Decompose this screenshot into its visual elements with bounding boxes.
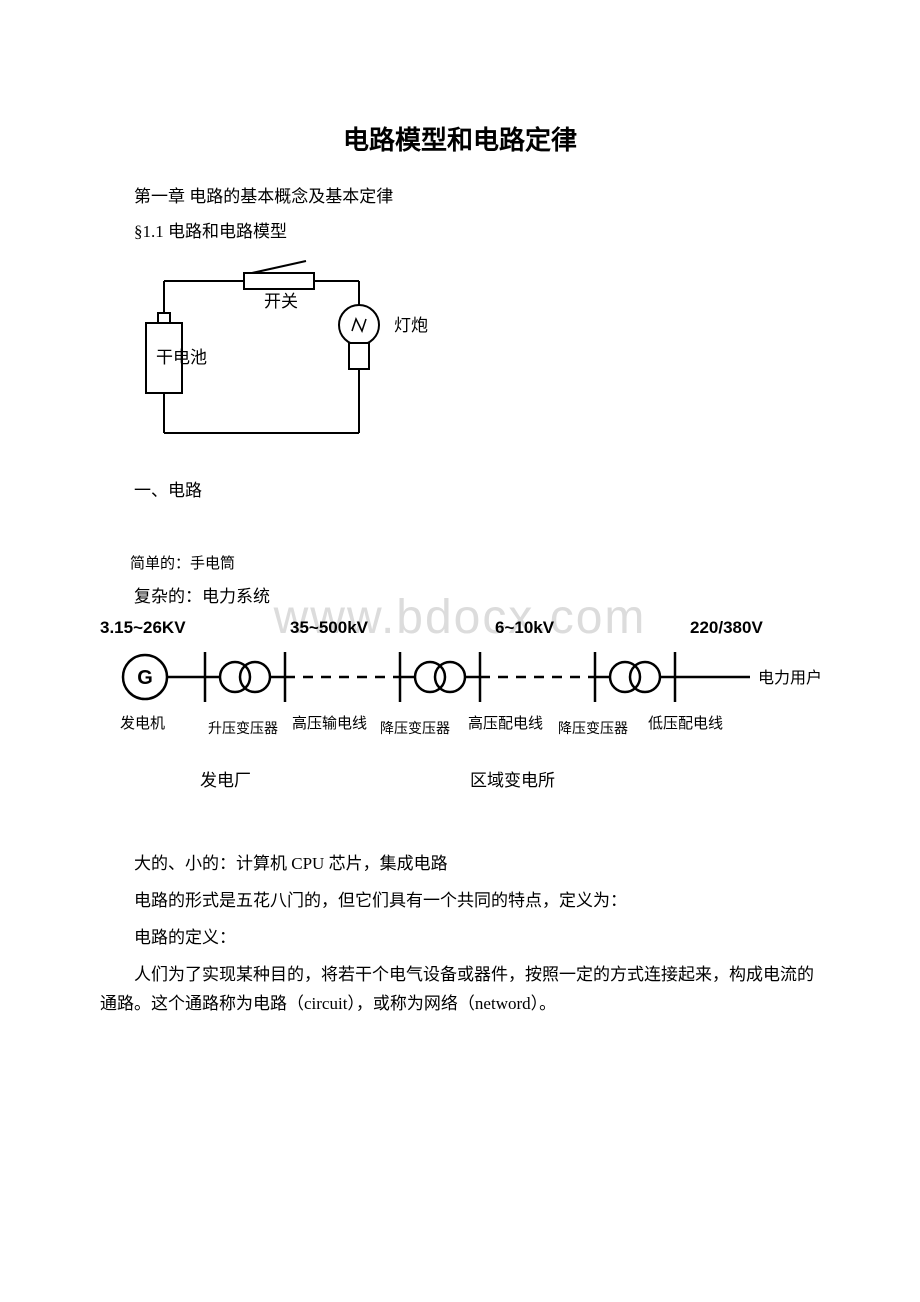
document-title: 电路模型和电路定律: [100, 120, 820, 157]
complex-line: 复杂的：电力系统: [100, 583, 820, 612]
page: 电路模型和电路定律 第一章 电路的基本概念及基本定律 §1.1 电路和电路模型: [0, 0, 920, 1085]
switch-label: 开关: [264, 292, 298, 311]
chapter-heading: 第一章 电路的基本概念及基本定律: [100, 183, 820, 212]
lv-dist-label: 低压配电线: [648, 712, 723, 733]
bulb-label: 灯炮: [394, 316, 428, 335]
transformer1-label: 升压变压器: [208, 718, 278, 738]
body-line-1: 大的、小的：计算机 CPU 芯片，集成电路: [100, 850, 820, 879]
body-line-3: 电路的定义：: [100, 924, 820, 953]
group-labels: 发电厂 区域变电所: [100, 766, 820, 790]
power-system-diagram: 3.15~26KV 35~500kV 6~10kV 220/380V G: [100, 618, 820, 790]
body-line-4: 人们为了实现某种目的，将若干个电气设备或器件，按照一定的方式连接起来，构成电流的…: [100, 961, 820, 1019]
svg-text:电力用户: 电力用户: [758, 669, 822, 687]
power-system-svg: G: [100, 642, 840, 712]
heading-circuit: 一、电路: [100, 477, 820, 506]
group-plant: 发电厂: [200, 766, 251, 791]
section-heading: §1.1 电路和电路模型: [100, 218, 820, 247]
svg-text:G: G: [137, 667, 153, 689]
hv-line-label: 高压输电线: [292, 712, 367, 733]
simple-circuit-diagram: 开关 灯炮 干电池: [134, 253, 820, 473]
transformer2-label: 降压变压器: [380, 718, 450, 738]
voltage-1: 3.15~26KV: [100, 618, 186, 638]
body-text: 大的、小的：计算机 CPU 芯片，集成电路 电路的形式是五花八门的，但它们具有一…: [100, 850, 820, 1018]
hv-dist-label: 高压配电线: [468, 712, 543, 733]
generator-label: 发电机: [120, 712, 165, 733]
group-substation: 区域变电所: [470, 766, 555, 791]
voltage-2: 35~500kV: [290, 618, 368, 638]
simple-line: 简单的：手电筒: [100, 552, 820, 578]
power-bottom-labels: 发电机 升压变压器 高压输电线 降压变压器 高压配电线 降压变压器 低压配电线: [100, 712, 820, 742]
voltage-4: 220/380V: [690, 618, 763, 638]
battery-label: 干电池: [156, 348, 207, 367]
transformer3-label: 降压变压器: [558, 718, 628, 738]
body-line-2: 电路的形式是五花八门的，但它们具有一个共同的特点，定义为：: [100, 887, 820, 916]
voltage-3: 6~10kV: [495, 618, 554, 638]
